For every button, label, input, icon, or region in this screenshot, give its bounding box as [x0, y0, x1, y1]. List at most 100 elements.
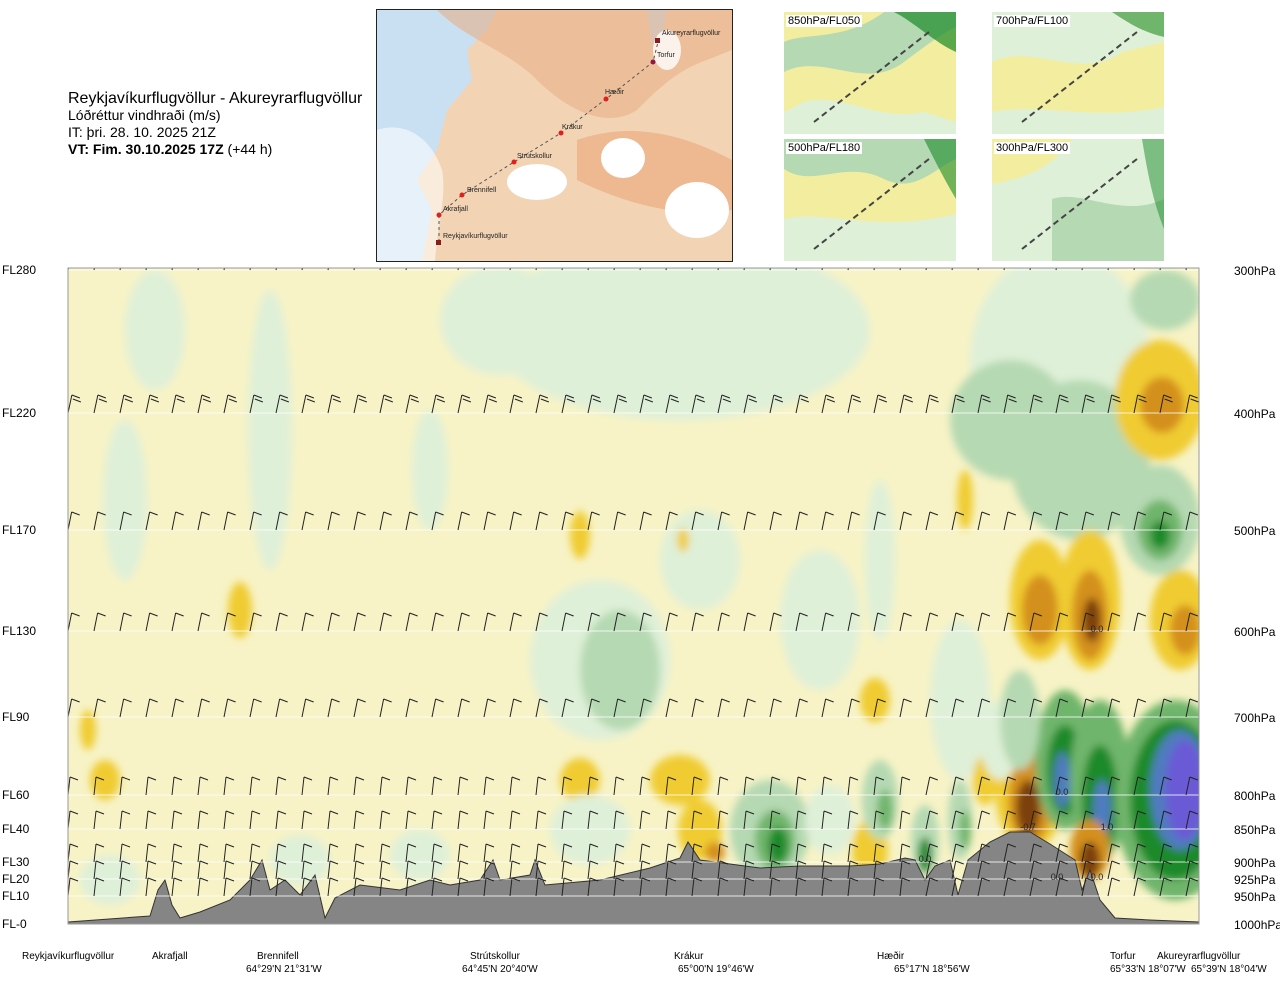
- wind-barb: [1081, 810, 1094, 830]
- wind-barb: [977, 511, 991, 531]
- level-map-700: 700hPa/FL100: [992, 12, 1164, 134]
- wind-barb: [1107, 268, 1109, 271]
- wind-barb: [197, 860, 209, 880]
- wind-barb: [665, 268, 667, 271]
- wind-barb: [587, 810, 599, 830]
- wind-barb: [1107, 612, 1121, 632]
- wind-barb: [1081, 394, 1095, 414]
- wind-barb: [145, 268, 147, 271]
- wind-barb: [1081, 843, 1094, 863]
- wind-barb: [535, 698, 548, 718]
- wind-barb: [795, 877, 807, 897]
- route-title: Reykjavíkurflugvöllur - Akureyrarflugvöl…: [68, 90, 363, 107]
- wind-barb: [899, 860, 911, 880]
- wind-barb: [587, 843, 599, 863]
- wind-barb: [743, 698, 756, 718]
- wind-barb: [171, 810, 183, 830]
- wind-barb: [873, 843, 885, 863]
- wind-barb: [353, 612, 366, 632]
- wind-barb: [613, 268, 615, 271]
- wind-barb: [639, 810, 651, 830]
- wind-barb: [561, 776, 573, 796]
- wind-barb: [587, 860, 599, 880]
- value-annotation: 1.0: [1101, 822, 1114, 832]
- wind-barb: [379, 776, 391, 796]
- wind-barb: [171, 394, 186, 414]
- wind-barb: [821, 776, 833, 796]
- wind-barb: [483, 810, 495, 830]
- wind-barb: [249, 877, 261, 897]
- value-annotation: 0.0: [919, 854, 932, 864]
- wind-barb: [769, 843, 781, 863]
- wind-barb: [795, 698, 808, 718]
- wind-barb: [925, 776, 938, 796]
- level-map-700-label: 700hPa/FL100: [994, 15, 1071, 27]
- wind-barb: [275, 843, 287, 863]
- wind-barb: [483, 776, 495, 796]
- wind-barb: [119, 511, 132, 531]
- wind-barb: [665, 810, 677, 830]
- wind-barb: [93, 810, 105, 830]
- wind-barb: [68, 394, 82, 414]
- wind-barb: [509, 511, 522, 531]
- map-label-haedir: Hæðir: [605, 88, 625, 96]
- wind-barb: [145, 810, 157, 830]
- wind-barb: [379, 810, 391, 830]
- wind-barb: [1081, 698, 1095, 718]
- wind-barb: [873, 612, 886, 632]
- wind-barb: [405, 511, 418, 531]
- wind-barb: [717, 268, 719, 271]
- wind-barb: [821, 877, 833, 897]
- wind-barb: [1185, 698, 1199, 718]
- wind-barb: [275, 394, 290, 414]
- hpa-tick-label: 925hPa: [1234, 873, 1276, 887]
- issue-time: IT: þri. 28. 10. 2025 21Z: [68, 124, 216, 140]
- wind-barb: [457, 698, 470, 718]
- valid-time-value: VT: Fim. 30.10.2025 17Z: [68, 141, 224, 157]
- wind-barb: [275, 612, 288, 632]
- wind-barb: [1029, 843, 1042, 863]
- wind-barb: [119, 776, 131, 796]
- value-annotation: -0.7: [1020, 822, 1036, 832]
- wind-barb: [1159, 394, 1173, 414]
- wind-barb: [1133, 810, 1146, 830]
- map-label-reykjavik: Reykjavíkurflugvöllur: [443, 233, 508, 240]
- wind-barb: [1133, 860, 1146, 880]
- location-label: Torfur: [1110, 951, 1136, 962]
- wind-barb: [1133, 612, 1147, 632]
- wind-barb: [223, 268, 225, 271]
- wind-barb: [743, 268, 745, 271]
- flight-level-axis: FL280 FL220 FL170 FL130 FL90 FL60 FL40 FL30 FL20…: [2, 263, 36, 931]
- velocity-area: [918, 837, 932, 873]
- wind-barb: [665, 860, 677, 880]
- wind-barb: [1029, 394, 1043, 414]
- wind-barb: [1003, 511, 1017, 531]
- hpa-tick-label: 700hPa: [1234, 711, 1276, 725]
- wind-barb: [951, 776, 964, 796]
- hpa-tick-label: 850hPa: [1234, 823, 1276, 837]
- velocity-area: [1010, 380, 1150, 540]
- wind-barb: [873, 877, 885, 897]
- wind-barb: [899, 612, 912, 632]
- wind-barb: [977, 877, 990, 897]
- route-map: Akureyrarflugvöllur Torfur Hæðir Krákur …: [376, 9, 733, 262]
- map-label-brennifell: Brennifell: [467, 187, 497, 194]
- wind-barb: [1081, 860, 1094, 880]
- velocity-area: [125, 270, 185, 390]
- wind-barb: [145, 698, 158, 718]
- wind-barb: [535, 877, 547, 897]
- parameter-label: Lóðréttur vindhraði (m/s): [68, 107, 221, 123]
- wind-barb: [639, 698, 652, 718]
- wind-barb: [119, 394, 134, 414]
- fl-tick-label: FL60: [2, 788, 30, 802]
- wind-barb: [1185, 394, 1199, 414]
- wind-barb: [275, 810, 287, 830]
- wind-barb: [301, 877, 313, 897]
- wind-barb: [951, 394, 965, 414]
- hpa-tick-label: 300hPa: [1234, 264, 1276, 278]
- header-block: Reykjavíkurflugvöllur - Akureyrarflugvöl…: [68, 90, 362, 158]
- wind-barb: [509, 698, 522, 718]
- wind-barb: [301, 860, 313, 880]
- wind-barb: [821, 394, 836, 414]
- wind-barb: [769, 698, 782, 718]
